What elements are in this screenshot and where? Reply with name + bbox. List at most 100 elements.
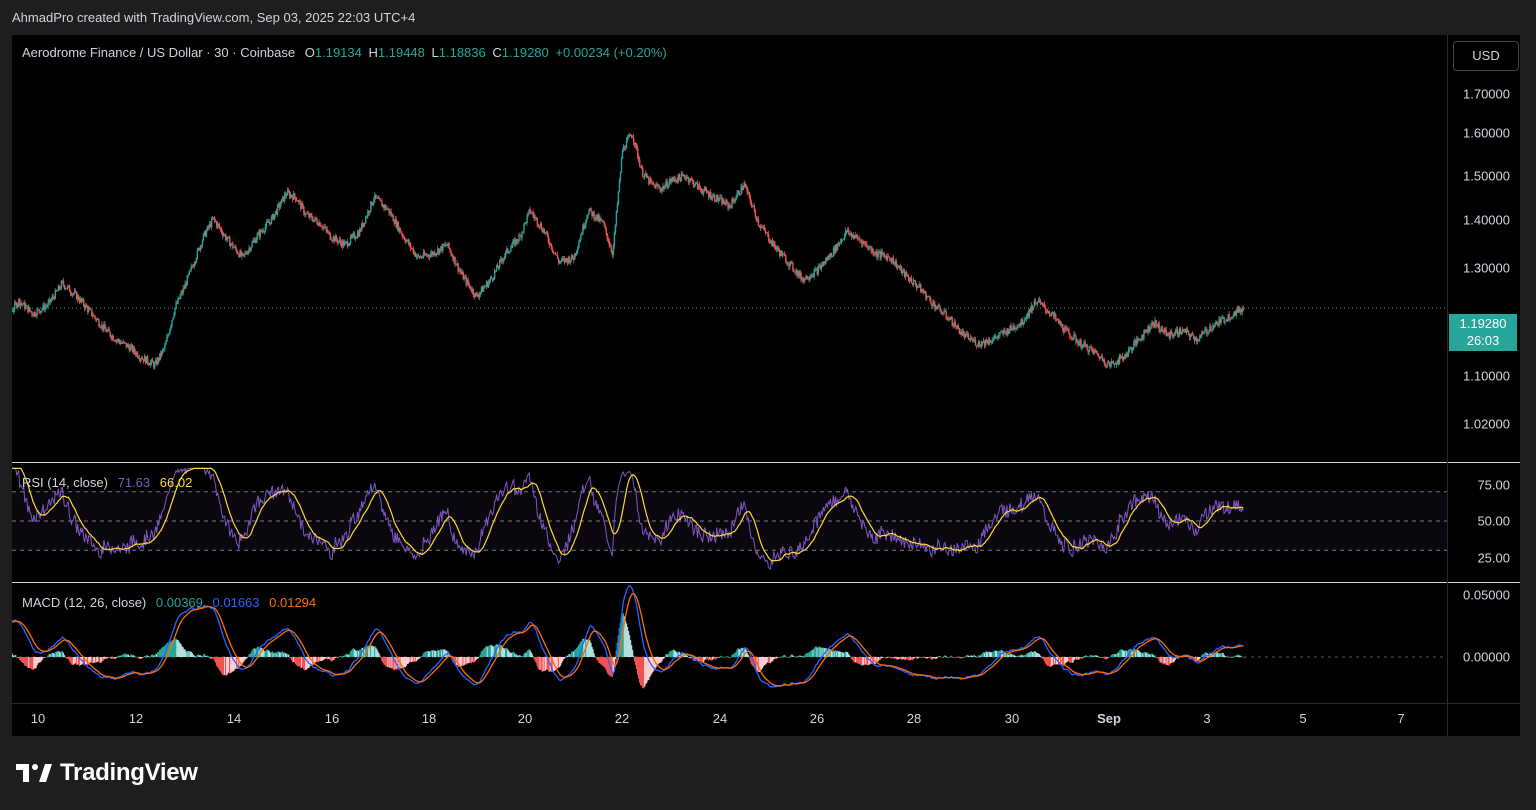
- candle-body: [808, 278, 810, 280]
- macd-hist-bar: [1200, 657, 1202, 658]
- candle-body: [577, 248, 579, 251]
- rsi-pane-divider[interactable]: [12, 462, 1520, 463]
- candle-body: [709, 192, 711, 197]
- candle-body: [33, 312, 35, 317]
- macd-hist-bar: [1196, 657, 1199, 662]
- macd-hist-bar: [761, 657, 764, 669]
- candle-body: [420, 256, 423, 258]
- macd-hist-bar: [1157, 657, 1159, 659]
- macd-hist-bar: [548, 657, 551, 672]
- candle-body: [1073, 334, 1075, 340]
- macd-hist-bar: [742, 648, 744, 657]
- macd-hist-bar: [797, 655, 799, 657]
- macd-hist-bar: [550, 657, 553, 672]
- candle-body: [923, 291, 925, 293]
- candle-body: [388, 208, 390, 213]
- candle-body: [139, 358, 142, 360]
- macd-hist-bar: [941, 657, 943, 658]
- candle-body: [794, 271, 796, 273]
- candle-body: [805, 275, 807, 280]
- candle-body: [1045, 310, 1048, 312]
- macd-hist-bar: [700, 657, 703, 663]
- candle-body: [201, 240, 204, 246]
- macd-hist-bar: [901, 657, 904, 660]
- macd-hist-bar: [898, 657, 901, 660]
- candle-body: [411, 248, 414, 250]
- macd-hist-bar: [1097, 656, 1099, 658]
- candle-body: [850, 233, 852, 235]
- macd-hist-bar: [1101, 657, 1103, 658]
- macd-hist-bar: [560, 657, 563, 664]
- macd-hist-bar: [682, 652, 684, 657]
- macd-hist-bar: [584, 639, 586, 657]
- macd-hist-bar: [602, 657, 604, 666]
- candle-body: [502, 260, 504, 262]
- candle-body: [851, 233, 853, 238]
- macd-hist-bar: [993, 651, 995, 657]
- candle-body: [745, 185, 747, 188]
- macd-hist-bar: [475, 657, 477, 660]
- candle-body: [347, 245, 350, 247]
- time-scale-border: [12, 703, 1520, 704]
- macd-hist-bar: [913, 657, 916, 658]
- chart-canvas[interactable]: [12, 35, 1520, 736]
- candle-body: [110, 336, 112, 339]
- macd-hist-bar: [157, 652, 159, 657]
- macd-hist-bar: [1014, 655, 1016, 657]
- candle-body: [630, 135, 633, 137]
- candle-body: [466, 280, 468, 285]
- macd-hist-bar: [1046, 657, 1049, 666]
- macd-hist-bar: [717, 657, 719, 659]
- candle-body: [421, 257, 424, 258]
- macd-hist-bar: [512, 652, 514, 657]
- candle-body: [789, 261, 791, 267]
- candle-body: [217, 223, 220, 226]
- macd-hist-bar: [1115, 654, 1118, 657]
- macd-hist-bar: [1109, 656, 1112, 658]
- candle-body: [200, 245, 203, 247]
- candle-body: [1070, 337, 1072, 338]
- macd-hist-bar: [738, 648, 740, 657]
- candle-body: [1050, 313, 1053, 316]
- candle-body: [1223, 317, 1225, 323]
- macd-hist-bar: [782, 655, 784, 657]
- candle-body: [576, 250, 578, 254]
- macd-hist-bar: [506, 647, 508, 657]
- candle-body: [95, 317, 97, 321]
- tradingview-logo[interactable]: TradingView: [16, 759, 198, 787]
- candle-body: [59, 288, 62, 290]
- candle-body: [25, 305, 27, 309]
- candle-body: [634, 143, 637, 146]
- candle-body: [253, 239, 255, 242]
- macd-hist-bar: [123, 653, 125, 657]
- candle-body: [258, 232, 260, 237]
- candle-body: [301, 203, 303, 209]
- candle-body: [507, 248, 509, 253]
- macd-hist-bar: [612, 657, 614, 674]
- macd-hist-bar: [1070, 657, 1072, 663]
- candle-body: [359, 229, 361, 237]
- candle-body: [286, 190, 289, 196]
- chart-frame[interactable]: Aerodrome Finance / US Dollar · 30 · Coi…: [12, 35, 1520, 736]
- candle-body: [1184, 329, 1187, 333]
- chart-attribution: AhmadPro created with TradingView.com, S…: [12, 10, 416, 25]
- macd-hist-bar: [63, 655, 66, 657]
- macd-hist-bar: [105, 657, 107, 660]
- candle-body: [177, 298, 179, 304]
- candle-body: [310, 213, 312, 216]
- macd-hist-bar: [180, 644, 182, 657]
- macd-hist-bar: [592, 649, 594, 657]
- macd-hist-bar: [890, 657, 892, 659]
- currency-button[interactable]: USD: [1453, 41, 1519, 71]
- macd-hist-bar: [649, 657, 651, 678]
- candle-body: [792, 262, 794, 270]
- macd-hist-bar: [224, 657, 227, 676]
- macd-pane-divider[interactable]: [12, 582, 1520, 583]
- macd-hist-bar: [197, 654, 200, 657]
- price-tick: 1.70000: [1463, 86, 1510, 102]
- macd-hist-bar: [921, 657, 923, 658]
- candle-body: [1110, 361, 1113, 365]
- candle-body: [271, 214, 274, 218]
- macd-hist-bar: [1066, 657, 1068, 663]
- candle-body: [548, 241, 551, 246]
